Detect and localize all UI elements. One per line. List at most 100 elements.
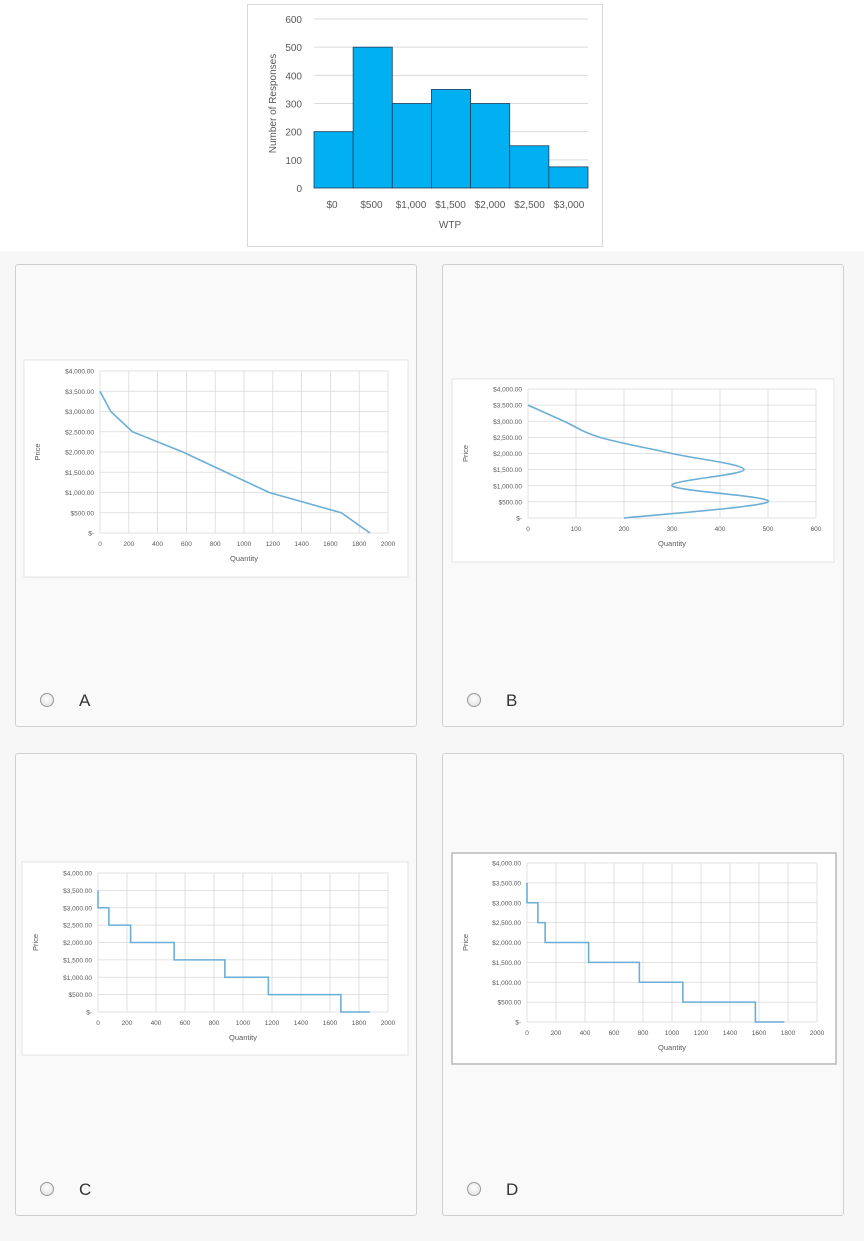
xtick-label: 200 — [122, 1020, 133, 1027]
xaxis-title: Quantity — [658, 539, 686, 548]
ytick-label: $1,500.00 — [492, 960, 521, 967]
option-c-card[interactable]: $- $500.00 $1,000.00 $1,500.00 $2,000.00 $2,5… — [15, 753, 417, 1216]
option-b-label: B — [506, 691, 518, 710]
xtick-label: 400 — [580, 1030, 591, 1037]
xtick-label: 300 — [667, 526, 678, 533]
answer-options: $- $500.00 $1,000.00 $1,500.00 $2,000.00 $2,5… — [0, 251, 864, 1241]
ytick-label: $3,500.00 — [65, 389, 94, 396]
xaxis-title: Quantity — [658, 1043, 686, 1052]
ytick-label: $500.00 — [71, 510, 95, 517]
demand-curve-line — [527, 404, 769, 519]
xtick-label: 1400 — [294, 1020, 309, 1027]
xtick-label: 1400 — [723, 1030, 738, 1037]
ytick-label: $3,000.00 — [63, 905, 92, 912]
hist-ytick-label: 600 — [285, 15, 302, 26]
option-d-label: D — [506, 1180, 519, 1199]
hist-xtick-label: $0 — [326, 200, 338, 211]
xtick-label: 2000 — [810, 1030, 825, 1037]
option-c-label: C — [79, 1180, 92, 1199]
option-b-card[interactable]: $- $500.00 $1,000.00 $1,500.00 $2,000.00 $2,5… — [442, 264, 844, 727]
ytick-label: $- — [515, 1020, 521, 1027]
yaxis-title: Price — [461, 445, 470, 462]
xtick-label: 0 — [98, 541, 102, 548]
xtick-label: 1800 — [352, 541, 367, 548]
hist-bar — [470, 103, 511, 189]
ytick-label: $- — [88, 531, 94, 538]
ytick-label: $4,000.00 — [63, 871, 92, 878]
xtick-label: 800 — [209, 1020, 220, 1027]
xtick-label: 1200 — [265, 1020, 280, 1027]
xtick-label: 800 — [638, 1030, 649, 1037]
chart-frame — [451, 852, 837, 1065]
option-d-card[interactable]: $- $500.00 $1,000.00 $1,500.00 $2,000.00 $2,5… — [442, 753, 844, 1216]
option-a-card[interactable]: $- $500.00 $1,000.00 $1,500.00 $2,000.00 $2,5… — [15, 264, 417, 727]
xtick-label: 1600 — [752, 1030, 767, 1037]
option-a-chart: $- $500.00 $1,000.00 $1,500.00 $2,000.00 $2,5… — [23, 359, 409, 578]
xtick-label: 400 — [715, 526, 726, 533]
yaxis-title: Price — [31, 934, 40, 951]
ytick-label: $500.00 — [499, 499, 523, 506]
xtick-label: 600 — [609, 1030, 620, 1037]
ytick-label: $4,000.00 — [492, 861, 521, 868]
chart-frame — [21, 861, 409, 1056]
xtick-label: 800 — [210, 541, 221, 548]
hist-bar — [548, 166, 589, 189]
option-a-radio[interactable] — [40, 693, 54, 707]
ytick-label: $1,500.00 — [63, 957, 92, 964]
ytick-label: $1,500.00 — [65, 470, 94, 477]
xtick-label: 1600 — [323, 541, 338, 548]
xtick-label: 1000 — [236, 1020, 251, 1027]
ytick-label: $3,500.00 — [493, 403, 522, 410]
option-b-radio[interactable] — [467, 693, 481, 707]
xtick-label: 1400 — [294, 541, 309, 548]
xtick-label: 1000 — [237, 541, 252, 548]
hist-ytick-label: 200 — [285, 128, 302, 139]
hist-ytick-label: 400 — [285, 71, 302, 82]
xtick-label: 100 — [571, 526, 582, 533]
xtick-label: 200 — [551, 1030, 562, 1037]
xtick-label: 1200 — [266, 541, 281, 548]
chart-frame — [451, 378, 835, 563]
xtick-label: 2000 — [381, 541, 396, 548]
xtick-label: 400 — [151, 1020, 162, 1027]
hist-xtick-label: $2,000 — [475, 200, 506, 211]
xtick-label: 0 — [526, 526, 530, 533]
hist-ytick-label: 0 — [296, 184, 302, 195]
chart-frame — [23, 359, 409, 578]
ytick-label: $2,500.00 — [492, 920, 521, 927]
xtick-label: 200 — [619, 526, 630, 533]
xtick-label: 200 — [123, 541, 134, 548]
ytick-label: $1,500.00 — [493, 467, 522, 474]
ytick-label: $500.00 — [498, 1000, 522, 1007]
xaxis-title: Quantity — [229, 1033, 257, 1042]
option-c-radio[interactable] — [40, 1182, 54, 1196]
ytick-label: $- — [86, 1010, 92, 1017]
xtick-label: 1000 — [665, 1030, 680, 1037]
xtick-label: 2000 — [381, 1020, 396, 1027]
hist-bar — [313, 131, 354, 189]
demand-curve-line — [97, 890, 370, 1013]
ytick-label: $3,000.00 — [65, 409, 94, 416]
yaxis-title: Price — [33, 443, 42, 460]
ytick-label: $500.00 — [69, 992, 93, 999]
ytick-label: $2,500.00 — [63, 923, 92, 930]
xtick-label: 500 — [763, 526, 774, 533]
option-d-chart: $- $500.00 $1,000.00 $1,500.00 $2,000.00 $2,5… — [451, 852, 837, 1065]
ytick-label: $1,000.00 — [65, 490, 94, 497]
ytick-label: $3,000.00 — [493, 419, 522, 426]
wtp-histogram: 0 100 200 300 400 500 600 $0 $500 $1,000 $1,500 $2,… — [247, 4, 603, 247]
xtick-label: 0 — [96, 1020, 100, 1027]
option-d-radio[interactable] — [467, 1182, 481, 1196]
hist-ytick-label: 500 — [285, 43, 302, 54]
ytick-label: $3,000.00 — [492, 900, 521, 907]
hist-ytick-label: 300 — [285, 100, 302, 111]
hist-bar — [352, 46, 393, 189]
ytick-label: $4,000.00 — [493, 387, 522, 394]
ytick-label: $2,000.00 — [492, 940, 521, 947]
xtick-label: 600 — [811, 526, 822, 533]
option-b-chart: $- $500.00 $1,000.00 $1,500.00 $2,000.00 $2,5… — [451, 378, 835, 563]
hist-xtick-label: $2,500 — [514, 200, 545, 211]
hist-xaxis-title: WTP — [439, 220, 462, 231]
hist-bar — [509, 145, 550, 189]
xtick-label: 1600 — [323, 1020, 338, 1027]
